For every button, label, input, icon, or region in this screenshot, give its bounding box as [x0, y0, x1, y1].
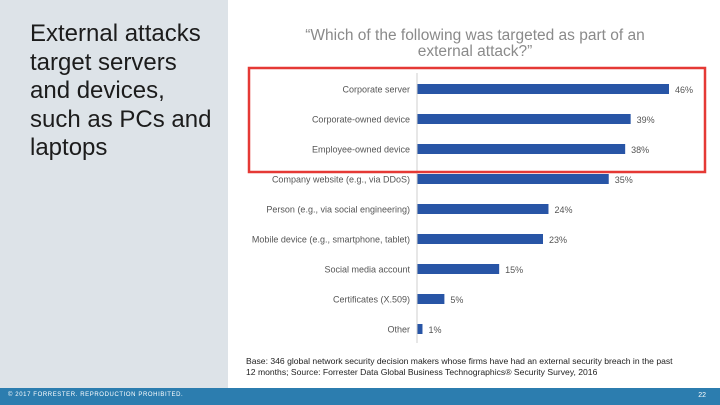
- value-label: 24%: [554, 205, 572, 215]
- bar: [417, 174, 609, 184]
- chart-title-line-1: “Which of the following was targeted as …: [305, 27, 645, 44]
- bar: [417, 264, 500, 274]
- category-label: Company website (e.g., via DDoS): [272, 175, 410, 185]
- category-label: Other: [387, 325, 410, 335]
- title-panel: [0, 0, 228, 405]
- value-label: 38%: [631, 145, 649, 155]
- bar: [417, 324, 423, 334]
- chart-title-line-2: external attack?”: [417, 43, 533, 60]
- value-label: 1%: [428, 325, 441, 335]
- bar: [417, 84, 669, 94]
- category-label: Corporate server: [342, 85, 410, 95]
- category-label: Social media account: [324, 265, 410, 275]
- bar: [417, 204, 549, 214]
- slide-title: External attacks target servers and devi…: [30, 20, 212, 161]
- page-number: 22: [698, 392, 706, 399]
- value-label: 46%: [675, 85, 693, 95]
- chart-title: “Which of the following was targeted as …: [290, 28, 660, 60]
- category-label: Employee-owned device: [312, 145, 410, 155]
- value-label: 15%: [505, 265, 523, 275]
- footer-bar: [0, 388, 720, 405]
- copyright-notice: © 2017 FORRESTER. REPRODUCTION PROHIBITE…: [8, 392, 184, 398]
- value-label: 5%: [450, 295, 463, 305]
- value-label: 23%: [549, 235, 567, 245]
- category-label: Person (e.g., via social engineering): [266, 205, 410, 215]
- category-label: Certificates (X.509): [333, 295, 410, 305]
- bar: [417, 114, 631, 124]
- bar: [417, 144, 626, 154]
- bar: [417, 294, 445, 304]
- category-label: Corporate-owned device: [312, 115, 410, 125]
- category-label: Mobile device (e.g., smartphone, tablet): [252, 235, 410, 245]
- value-label: 39%: [637, 115, 655, 125]
- value-label: 35%: [615, 175, 633, 185]
- bar: [417, 234, 543, 244]
- base-note-line-2: 12 months; Source: Forrester Data Global…: [246, 367, 598, 377]
- highlight-box: [247, 66, 707, 174]
- base-source-note: Base: 346 global network security decisi…: [246, 356, 706, 378]
- base-note-line-1: Base: 346 global network security decisi…: [246, 356, 673, 366]
